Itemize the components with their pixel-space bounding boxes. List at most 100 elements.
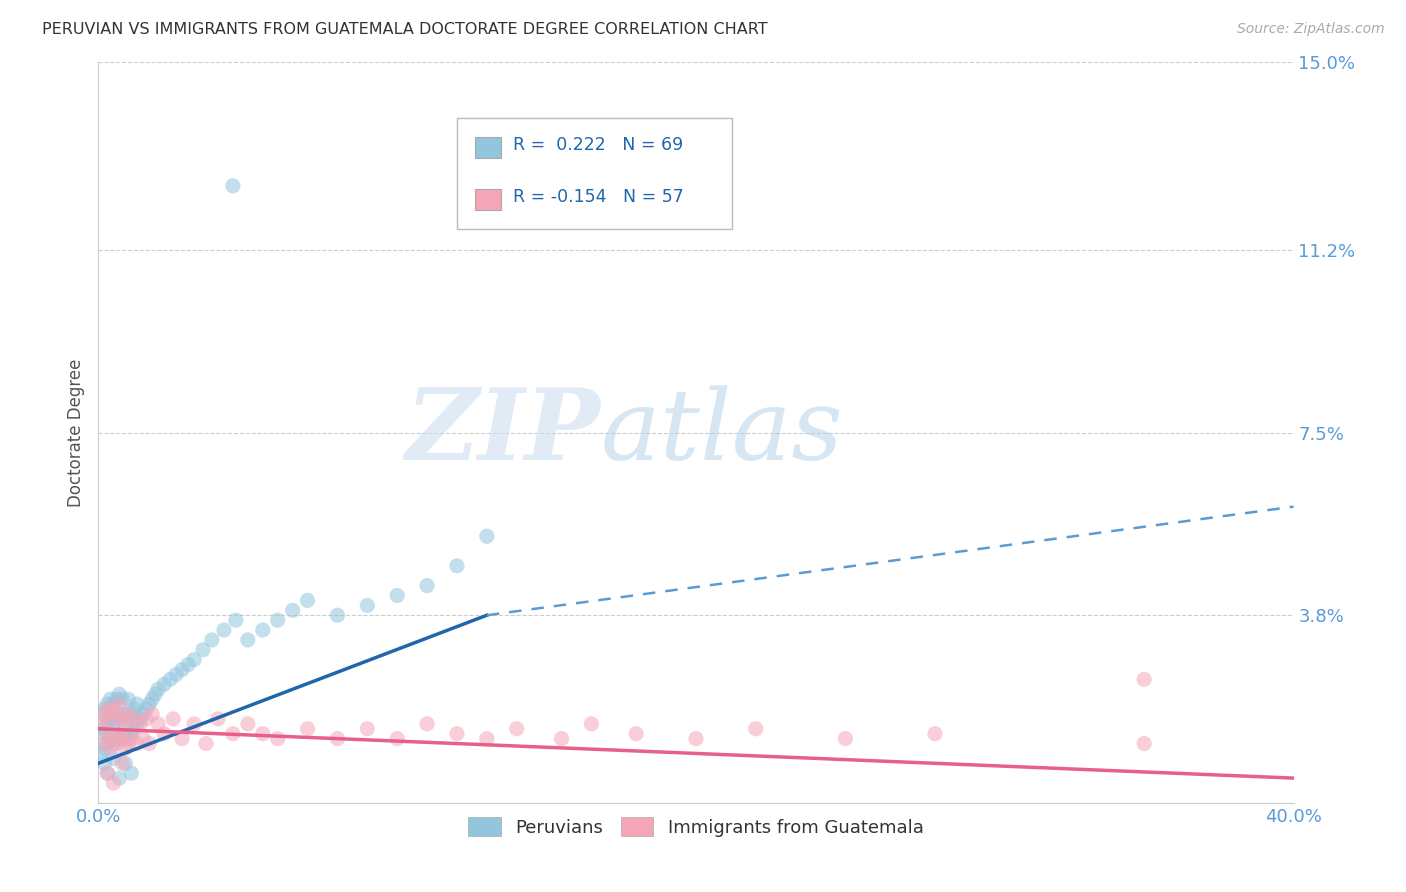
Point xyxy=(446,727,468,741)
Point xyxy=(581,716,603,731)
Point xyxy=(1133,737,1156,751)
Point xyxy=(111,712,134,726)
Point xyxy=(124,702,146,716)
Point xyxy=(120,731,142,746)
Point xyxy=(212,623,235,637)
Point xyxy=(114,741,136,756)
Point xyxy=(111,731,134,746)
Point xyxy=(326,608,349,623)
Point xyxy=(127,697,149,711)
FancyBboxPatch shape xyxy=(475,189,501,210)
Point xyxy=(103,702,125,716)
Point xyxy=(165,667,187,681)
Point xyxy=(153,677,176,691)
Point xyxy=(745,722,768,736)
Point xyxy=(111,756,134,771)
Point xyxy=(177,657,200,672)
Point xyxy=(267,613,290,627)
Point xyxy=(297,722,319,736)
Point xyxy=(385,589,409,603)
Text: Source: ZipAtlas.com: Source: ZipAtlas.com xyxy=(1237,22,1385,37)
Point xyxy=(132,731,155,746)
Point xyxy=(117,731,139,746)
Point xyxy=(114,716,136,731)
Point xyxy=(124,722,146,736)
Point xyxy=(117,737,139,751)
FancyBboxPatch shape xyxy=(475,136,501,158)
Point xyxy=(153,727,176,741)
Point xyxy=(297,593,319,607)
Point xyxy=(191,642,214,657)
Point xyxy=(117,706,139,721)
Point xyxy=(475,731,498,746)
Point xyxy=(103,697,125,711)
Point xyxy=(108,727,131,741)
Point xyxy=(129,716,152,731)
Text: atlas: atlas xyxy=(600,385,844,480)
Point xyxy=(252,727,274,741)
Point xyxy=(195,737,218,751)
Point xyxy=(252,623,274,637)
Legend: Peruvians, Immigrants from Guatemala: Peruvians, Immigrants from Guatemala xyxy=(460,808,932,846)
Text: R = -0.154   N = 57: R = -0.154 N = 57 xyxy=(513,187,683,205)
Point xyxy=(446,558,468,573)
Point xyxy=(120,706,142,721)
Point xyxy=(98,731,122,746)
Point xyxy=(172,731,194,746)
Point xyxy=(90,716,112,731)
Point xyxy=(326,731,349,746)
Point xyxy=(207,712,229,726)
Point xyxy=(236,632,259,647)
Point xyxy=(626,727,648,741)
Point xyxy=(120,727,142,741)
Point xyxy=(103,751,125,765)
Point xyxy=(127,737,149,751)
Point xyxy=(416,716,439,731)
Point xyxy=(135,712,157,726)
Text: PERUVIAN VS IMMIGRANTS FROM GUATEMALA DOCTORATE DEGREE CORRELATION CHART: PERUVIAN VS IMMIGRANTS FROM GUATEMALA DO… xyxy=(42,22,768,37)
Point xyxy=(129,712,152,726)
Point xyxy=(267,731,290,746)
Point xyxy=(127,716,149,731)
Point xyxy=(475,529,498,543)
Point xyxy=(96,737,118,751)
Point xyxy=(141,706,163,721)
Point xyxy=(183,653,205,667)
Point xyxy=(183,716,205,731)
Point xyxy=(105,731,128,746)
Point xyxy=(356,722,378,736)
Text: ZIP: ZIP xyxy=(405,384,600,481)
Point xyxy=(120,766,142,780)
Point xyxy=(96,766,118,780)
Point xyxy=(114,727,136,741)
Point xyxy=(117,692,139,706)
Point xyxy=(108,697,131,711)
Point xyxy=(103,716,125,731)
Point xyxy=(108,687,131,701)
Point xyxy=(93,756,115,771)
Point xyxy=(201,632,224,647)
Point xyxy=(162,712,184,726)
Point xyxy=(96,727,118,741)
Point xyxy=(98,712,122,726)
Point xyxy=(93,706,115,721)
Point xyxy=(138,737,160,751)
Point xyxy=(96,702,118,716)
Point xyxy=(108,771,131,785)
Point xyxy=(117,712,139,726)
Point xyxy=(834,731,856,746)
Point xyxy=(114,756,136,771)
Point xyxy=(105,737,128,751)
Point xyxy=(90,747,112,761)
Point xyxy=(356,599,378,613)
Point xyxy=(924,727,946,741)
Point xyxy=(93,737,115,751)
Point xyxy=(114,706,136,721)
Point xyxy=(103,776,125,790)
Point xyxy=(148,682,170,697)
Point xyxy=(90,727,112,741)
Point xyxy=(96,697,118,711)
Point xyxy=(225,613,247,627)
Point xyxy=(138,697,160,711)
Point xyxy=(124,712,146,726)
